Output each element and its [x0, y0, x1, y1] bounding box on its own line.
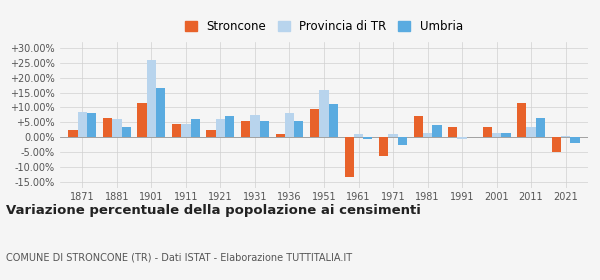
Bar [517, 103, 526, 137]
Bar [561, 136, 570, 137]
Bar [275, 134, 285, 137]
Bar [191, 119, 200, 137]
Text: Variazione percentuale della popolazione ai censimenti: Variazione percentuale della popolazione… [6, 204, 421, 217]
Bar [241, 121, 250, 137]
Bar [68, 130, 78, 137]
Bar [492, 133, 501, 137]
Bar [103, 118, 112, 137]
Bar [536, 118, 545, 137]
Bar [112, 119, 122, 137]
Text: COMUNE DI STRONCONE (TR) - Dati ISTAT - Elaborazione TUTTITALIA.IT: COMUNE DI STRONCONE (TR) - Dati ISTAT - … [6, 252, 352, 262]
Bar [310, 109, 319, 137]
Bar [206, 130, 216, 137]
Bar [457, 137, 467, 139]
Bar [147, 60, 156, 137]
Bar [423, 133, 432, 137]
Bar [570, 137, 580, 143]
Bar [501, 133, 511, 137]
Bar [354, 134, 363, 137]
Bar [432, 125, 442, 137]
Bar [526, 127, 536, 137]
Bar [137, 103, 147, 137]
Bar [250, 115, 260, 137]
Bar [379, 137, 388, 157]
Legend: Stroncone, Provincia di TR, Umbria: Stroncone, Provincia di TR, Umbria [185, 20, 463, 33]
Bar [122, 127, 131, 137]
Bar [413, 116, 423, 137]
Bar [225, 116, 235, 137]
Bar [216, 119, 225, 137]
Bar [87, 113, 97, 137]
Bar [551, 137, 561, 152]
Bar [388, 134, 398, 137]
Bar [78, 112, 87, 137]
Bar [285, 113, 294, 137]
Bar [482, 127, 492, 137]
Bar [363, 137, 373, 139]
Bar [344, 137, 354, 177]
Bar [156, 88, 166, 137]
Bar [181, 124, 191, 137]
Bar [172, 124, 181, 137]
Bar [294, 121, 304, 137]
Bar [448, 127, 457, 137]
Bar [329, 104, 338, 137]
Bar [398, 137, 407, 144]
Bar [319, 90, 329, 137]
Bar [260, 121, 269, 137]
